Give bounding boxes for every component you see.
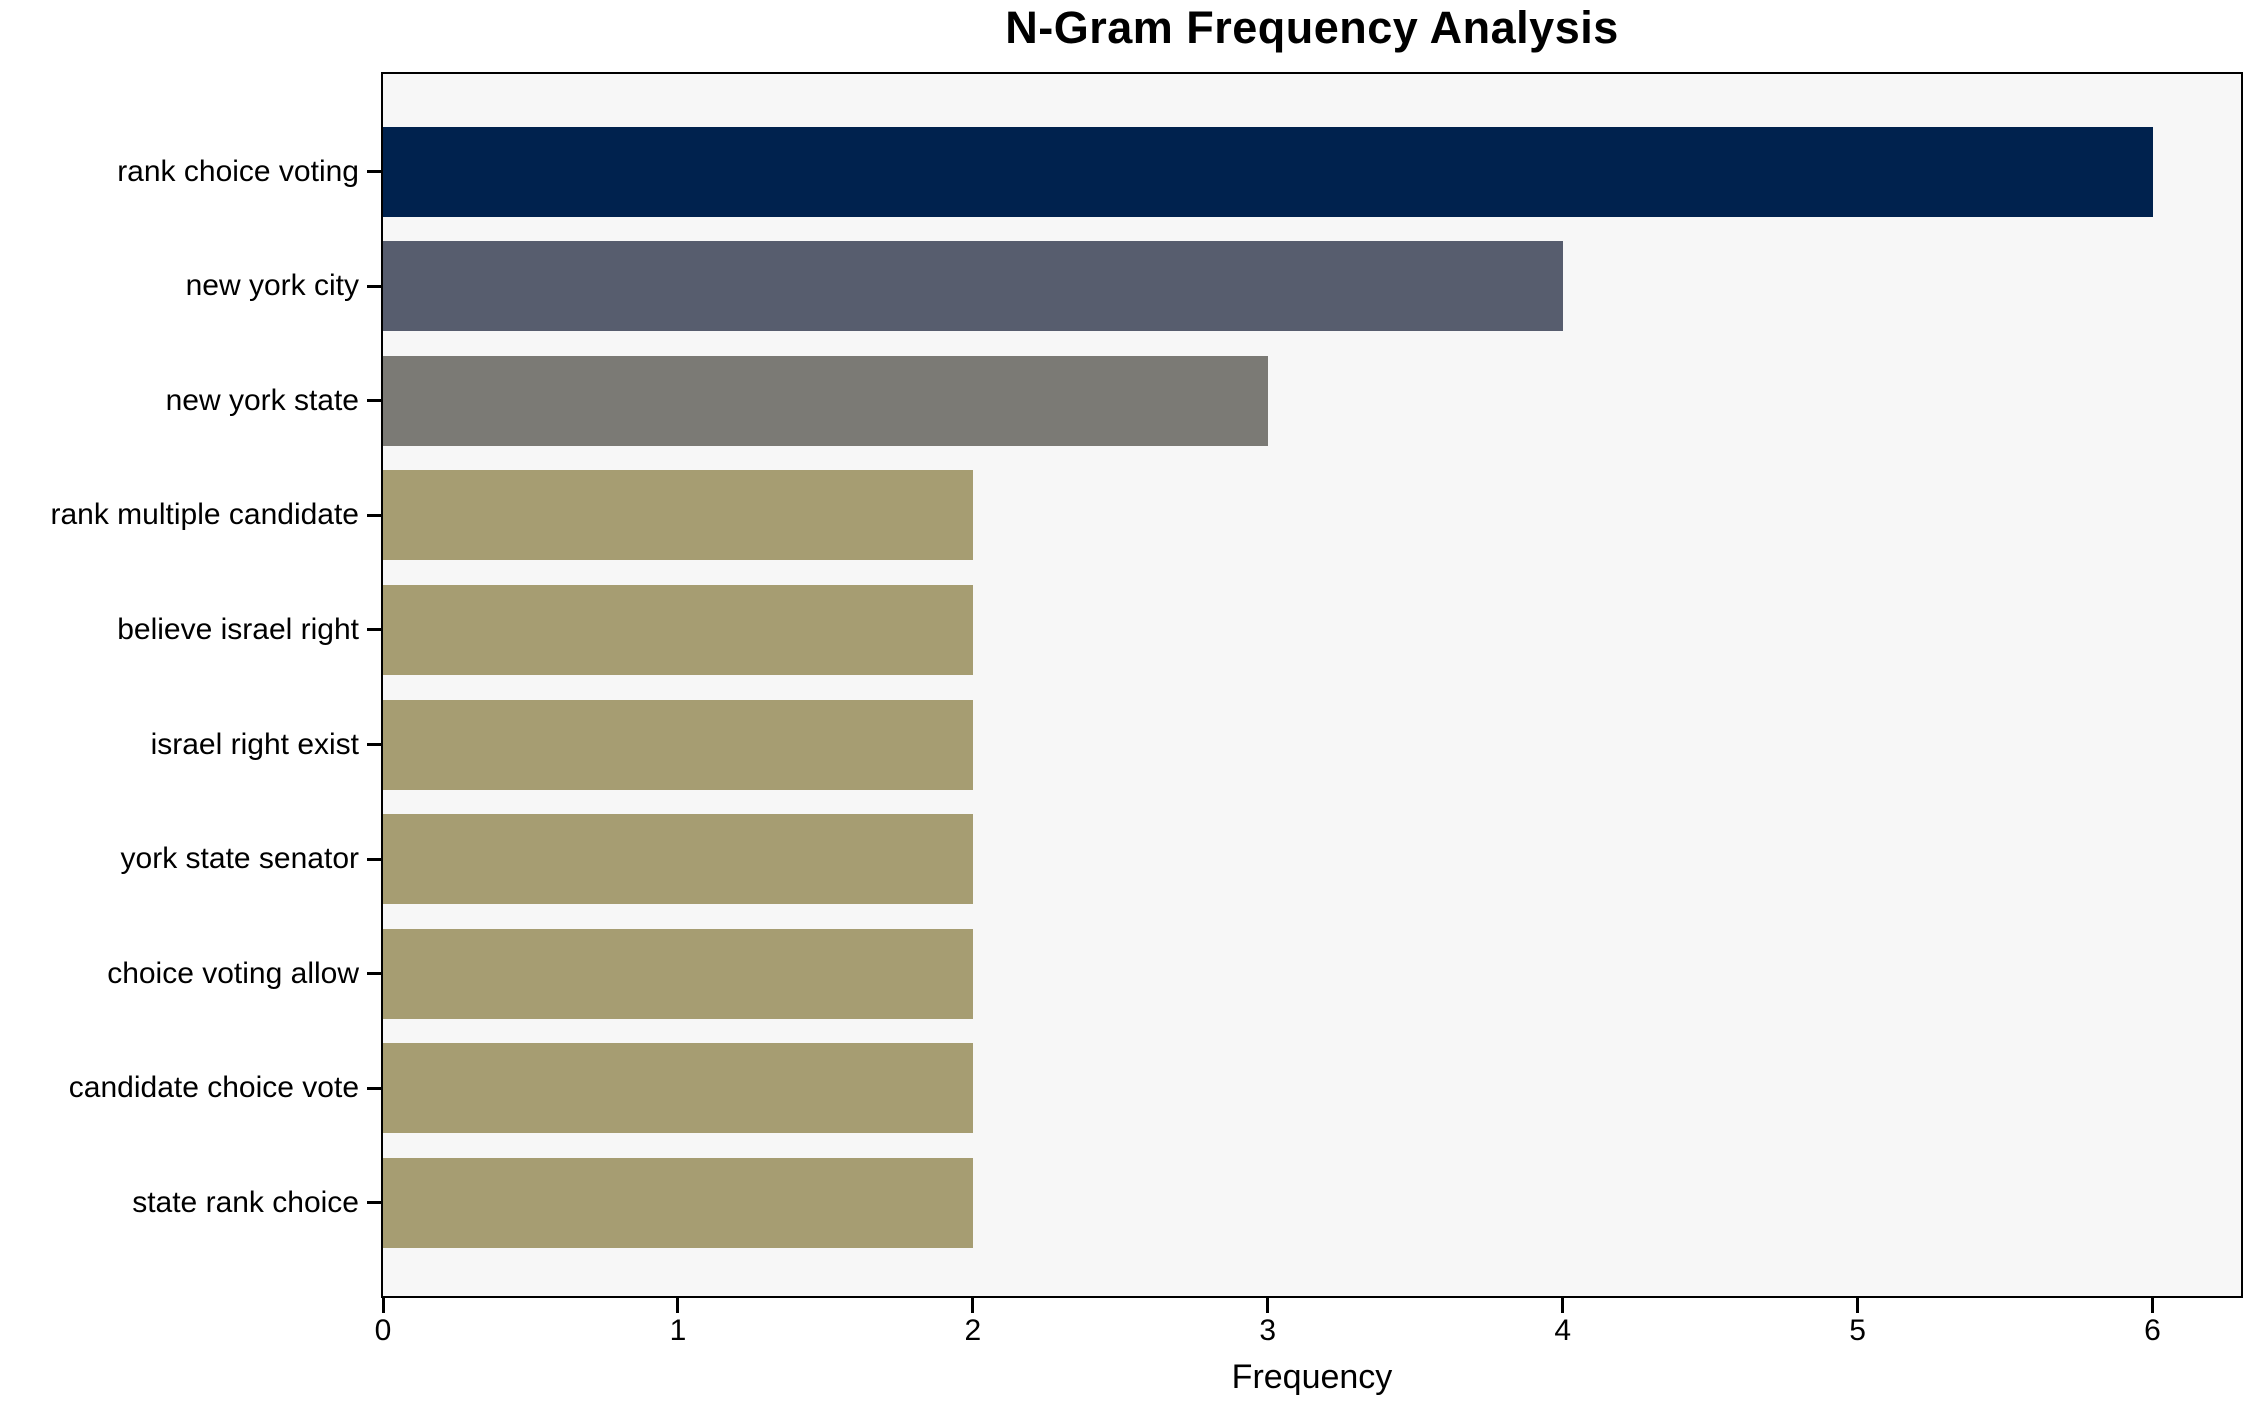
y-tick-mark	[367, 284, 381, 288]
x-tick-mark	[971, 1298, 975, 1313]
y-tick-label: believe israel right	[117, 612, 359, 646]
x-axis-title: Frequency	[1231, 1358, 1393, 1396]
x-tick-label: 6	[2144, 1314, 2161, 1347]
y-tick-label: rank multiple candidate	[50, 498, 359, 532]
y-tick-mark	[367, 1086, 381, 1090]
bar	[383, 1157, 973, 1248]
y-tick-mark	[367, 170, 381, 173]
x-tick-label: 5	[1849, 1314, 1866, 1347]
bar	[383, 241, 1563, 332]
bar	[383, 355, 1268, 446]
x-tick-label: 0	[374, 1314, 392, 1347]
y-tick-label: israel right exist	[150, 727, 359, 761]
bar	[383, 1043, 973, 1134]
y-tick-label: new york city	[185, 269, 359, 303]
x-tick-label: 4	[1554, 1314, 1572, 1347]
y-tick-label: choice voting allow	[107, 956, 359, 990]
y-tick-label: state rank choice	[132, 1185, 359, 1219]
x-tick-mark	[2151, 1298, 2155, 1313]
x-tick-mark	[676, 1298, 680, 1313]
bar	[383, 814, 973, 905]
x-tick-mark	[381, 1298, 385, 1313]
bar	[383, 584, 973, 675]
y-tick-label: york state senator	[120, 842, 359, 876]
y-tick-label: rank choice voting	[117, 154, 359, 188]
y-tick-mark	[367, 972, 381, 976]
y-tick-mark	[367, 1201, 381, 1205]
x-tick-mark	[1856, 1298, 1860, 1313]
bar	[383, 699, 973, 790]
bar	[383, 928, 973, 1019]
y-tick-mark	[367, 743, 381, 746]
y-tick-label: candidate choice vote	[68, 1071, 359, 1105]
x-tick-label: 3	[1259, 1314, 1277, 1347]
bar	[383, 126, 2153, 217]
y-tick-mark	[367, 857, 381, 861]
x-tick-mark	[1266, 1298, 1270, 1313]
y-tick-mark	[367, 513, 381, 517]
x-tick-label: 2	[964, 1314, 982, 1347]
x-tick-mark	[1561, 1298, 1565, 1313]
y-tick-mark	[367, 628, 381, 632]
bar	[383, 470, 973, 561]
y-tick-label: new york state	[165, 383, 359, 417]
y-tick-mark	[367, 399, 381, 403]
x-tick-label: 1	[669, 1314, 687, 1347]
chart-title: N-Gram Frequency Analysis	[1005, 2, 1619, 53]
plot-area	[381, 72, 2243, 1298]
